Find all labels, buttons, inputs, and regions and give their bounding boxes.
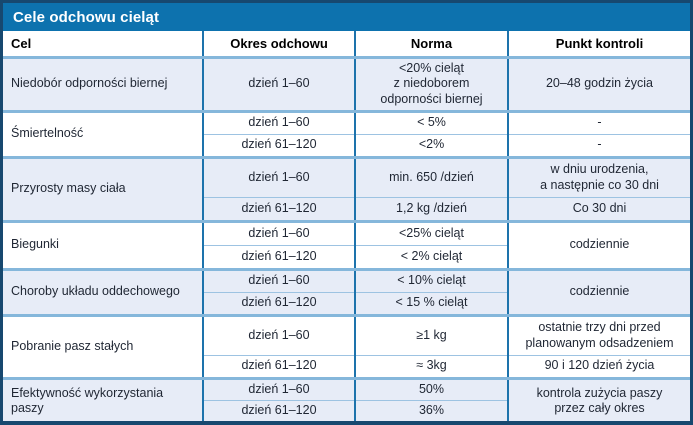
cell-okres: dzień 61–120 [202, 399, 355, 421]
cell-norma: ≥1 kg [354, 313, 508, 355]
table-row: Przyrosty masy ciała dzień 1–60 min. 650… [3, 155, 690, 221]
calf-rearing-goals-table: Cel Okres odchowu Norma Punkt kontroli N… [3, 31, 690, 421]
cell-okres: dzień 1–60 [202, 109, 355, 134]
cell-okres: dzień 1–60 [202, 313, 355, 355]
cell-cel: Śmiertelność [3, 109, 203, 157]
cell-punkt: - [507, 133, 690, 157]
table-row: dzień 61–120 36% [3, 399, 690, 421]
table-row: Niedobór odporności biernej dzień 1–60 <… [3, 55, 690, 111]
cell-cel: Efektywność wykorzystania paszy [3, 376, 203, 421]
column-header-okres: Okres odchowu [202, 31, 355, 59]
cell-punkt: 20–48 godzin życia [507, 55, 690, 111]
cell-punkt: Co 30 dni [507, 196, 690, 221]
cell-okres: dzień 1–60 [202, 55, 355, 111]
cell-norma: < 15 % cieląt [354, 291, 508, 315]
cell-cel: Biegunki [3, 219, 203, 269]
cell-norma: 36% [354, 399, 508, 421]
table-row: dzień 61–120 < 15 % cieląt [3, 291, 690, 315]
table-row: Biegunki dzień 1–60 <25% cieląt codzienn… [3, 219, 690, 269]
table-row: Efektywność wykorzystania paszy dzień 1–… [3, 376, 690, 421]
cell-okres: dzień 1–60 [202, 155, 355, 197]
table-row: dzień 61–120 <2% - [3, 133, 690, 157]
table-title: Cele odchowu cieląt [3, 3, 690, 31]
cell-okres: dzień 1–60 [202, 267, 355, 292]
table-row: Śmiertelność dzień 1–60 < 5% - [3, 109, 690, 157]
cell-okres: dzień 1–60 [202, 219, 355, 245]
cell-punkt: codziennie [507, 267, 690, 315]
cell-okres: dzień 61–120 [202, 133, 355, 157]
cell-norma: min. 650 /dzień [354, 155, 508, 197]
cell-norma: 50% [354, 376, 508, 400]
cell-punkt: - [507, 109, 690, 134]
table-row: Pobranie pasz stałych dzień 1–60 ≥1 kg o… [3, 313, 690, 378]
cell-punkt: codziennie [507, 219, 690, 269]
cell-cel: Pobranie pasz stałych [3, 313, 203, 378]
cell-okres: dzień 61–120 [202, 291, 355, 315]
cell-okres: dzień 1–60 [202, 376, 355, 400]
cell-cel: Choroby układu oddechowego [3, 267, 203, 315]
cell-punkt: kontrola zużycia paszy przez cały okres [507, 376, 690, 421]
cell-norma: <25% cieląt [354, 219, 508, 245]
cell-norma: < 10% cieląt [354, 267, 508, 292]
cell-norma: <2% [354, 133, 508, 157]
table-row: Choroby układu oddechowego dzień 1–60 < … [3, 267, 690, 315]
table-row: dzień 61–120 1,2 kg /dzień Co 30 dni [3, 196, 690, 221]
cell-cel: Niedobór odporności biernej [3, 55, 203, 111]
cell-norma: <20% cieląt z niedoborem odporności bier… [354, 55, 508, 111]
cell-okres: dzień 61–120 [202, 244, 355, 269]
cell-okres: dzień 61–120 [202, 196, 355, 221]
cell-punkt: 90 i 120 dzień życia [507, 354, 690, 378]
table-row: dzień 61–120 < 2% cieląt [3, 244, 690, 269]
cell-norma: 1,2 kg /dzień [354, 196, 508, 221]
cell-norma: < 5% [354, 109, 508, 134]
cell-okres: dzień 61–120 [202, 354, 355, 378]
cell-punkt: ostatnie trzy dni przed planowanym odsad… [507, 313, 690, 355]
column-header-punkt: Punkt kontroli [507, 31, 690, 59]
cell-punkt: w dniu urodzenia, a następnie co 30 dni [507, 155, 690, 197]
header-row: Cel Okres odchowu Norma Punkt kontroli [3, 31, 690, 59]
column-header-norma: Norma [354, 31, 508, 59]
table-row: dzień 61–120 ≈ 3kg 90 i 120 dzień życia [3, 354, 690, 378]
cell-norma: < 2% cieląt [354, 244, 508, 269]
cell-cel: Przyrosty masy ciała [3, 155, 203, 221]
column-header-cel: Cel [3, 31, 203, 59]
cell-norma: ≈ 3kg [354, 354, 508, 378]
